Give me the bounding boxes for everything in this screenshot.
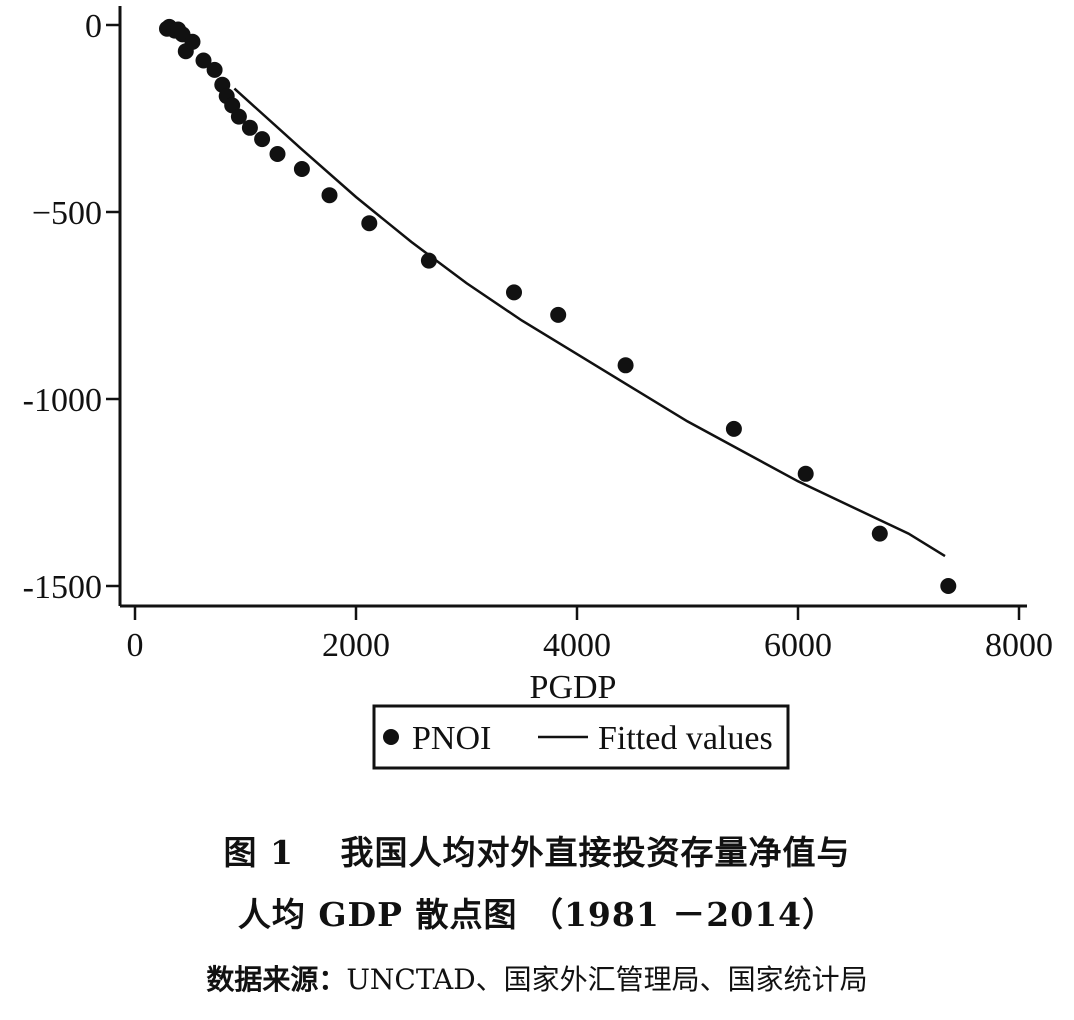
y-tick-label: −500: [32, 195, 102, 232]
data-point-pnoi: [550, 306, 567, 323]
data-point-pnoi: [321, 187, 338, 204]
data-source-label: 数据来源：: [206, 963, 347, 996]
data-point-pnoi: [506, 284, 522, 301]
data-point-pnoi: [254, 131, 271, 148]
data-point-pnoi: [293, 161, 310, 177]
figure-caption-line-1: 图 1 我国人均对外直接投资存量净值与: [223, 833, 851, 872]
x-tick-label: 4000: [543, 627, 611, 664]
x-tick-label: 2000: [322, 627, 390, 664]
data-point-pnoi: [420, 252, 437, 269]
y-tick-label: 0: [85, 8, 102, 45]
x-axis-title: PGDP: [530, 669, 617, 706]
pnoi-points: [159, 18, 957, 594]
y-ticks: 0 −500 -1000 -1500: [23, 8, 120, 606]
data-point-pnoi: [871, 525, 888, 542]
y-tick-label: -1500: [23, 569, 102, 606]
figure-caption-line-2: 人均 GDP 散点图 （1981 －2014）: [237, 895, 837, 934]
data-point-pnoi: [725, 420, 742, 437]
x-tick-label: 0: [127, 627, 144, 664]
legend: PNOI Fitted values: [372, 704, 790, 770]
data-point-pnoi: [617, 357, 634, 374]
data-source: 数据来源：UNCTAD、国家外汇管理局、国家统计局: [0, 958, 1074, 998]
x-tick-label: 8000: [985, 627, 1053, 664]
legend-fitted-label: Fitted values: [598, 720, 773, 757]
x-tick-label: 6000: [764, 627, 832, 664]
data-point-pnoi: [206, 61, 223, 78]
data-point-pnoi: [940, 578, 957, 594]
fitted-values-line: [233, 87, 946, 558]
data-source-text: UNCTAD、国家外汇管理局、国家统计局: [346, 963, 868, 996]
scatter-chart: 0 2000 4000 6000 8000 0 −500 -1000 -1500 PGDP P…: [23, 6, 1053, 770]
axes: [118, 6, 1027, 608]
data-point-pnoi: [797, 465, 814, 482]
data-point-pnoi: [184, 33, 201, 50]
data-point-pnoi: [361, 215, 378, 232]
legend-pnoi-marker: [383, 729, 399, 745]
y-tick-label: -1000: [23, 382, 102, 419]
legend-pnoi-label: PNOI: [412, 720, 491, 757]
data-point-pnoi: [230, 108, 247, 125]
data-point-pnoi: [241, 119, 258, 136]
data-point-pnoi: [269, 146, 286, 162]
data-point-pnoi: [195, 52, 212, 69]
x-ticks: 0 2000 4000 6000 8000: [127, 606, 1053, 664]
